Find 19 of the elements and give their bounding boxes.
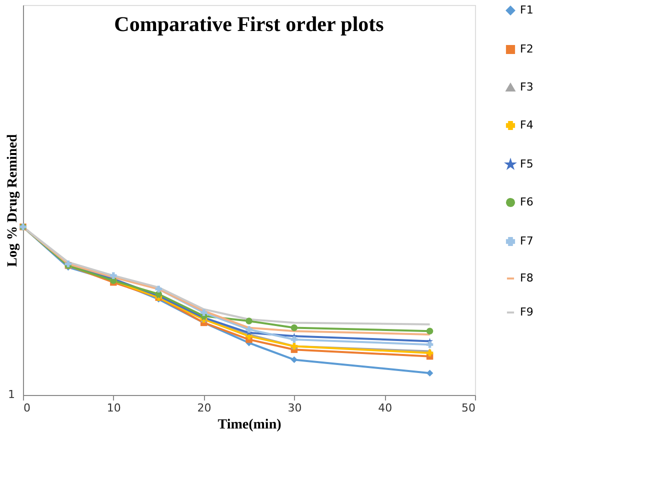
x-tick-label: 40 xyxy=(378,402,392,414)
chart-title: Comparative First order plots xyxy=(114,12,384,36)
x-tick-label: 0 xyxy=(24,402,30,414)
x-tick-label: 10 xyxy=(106,402,121,414)
legend-label: F3 xyxy=(520,80,534,94)
legend-label: F8 xyxy=(520,272,534,284)
legend-label: F7 xyxy=(520,234,534,248)
legend-label: F9 xyxy=(520,306,534,318)
legend-label: F4 xyxy=(520,118,534,132)
y-axis-title: Log % Drug Remined xyxy=(6,134,20,267)
x-tick-label: 20 xyxy=(197,402,212,414)
legend-label: F1 xyxy=(520,4,534,16)
x-tick-label: 50 xyxy=(462,402,476,414)
x-tick-label: 30 xyxy=(288,402,302,414)
legend-label: F5 xyxy=(520,158,534,170)
legend-label: F6 xyxy=(520,196,534,208)
x-axis-title: Time(min) xyxy=(218,418,282,432)
legend-label: F2 xyxy=(520,42,534,56)
text: 1 xyxy=(8,388,15,401)
